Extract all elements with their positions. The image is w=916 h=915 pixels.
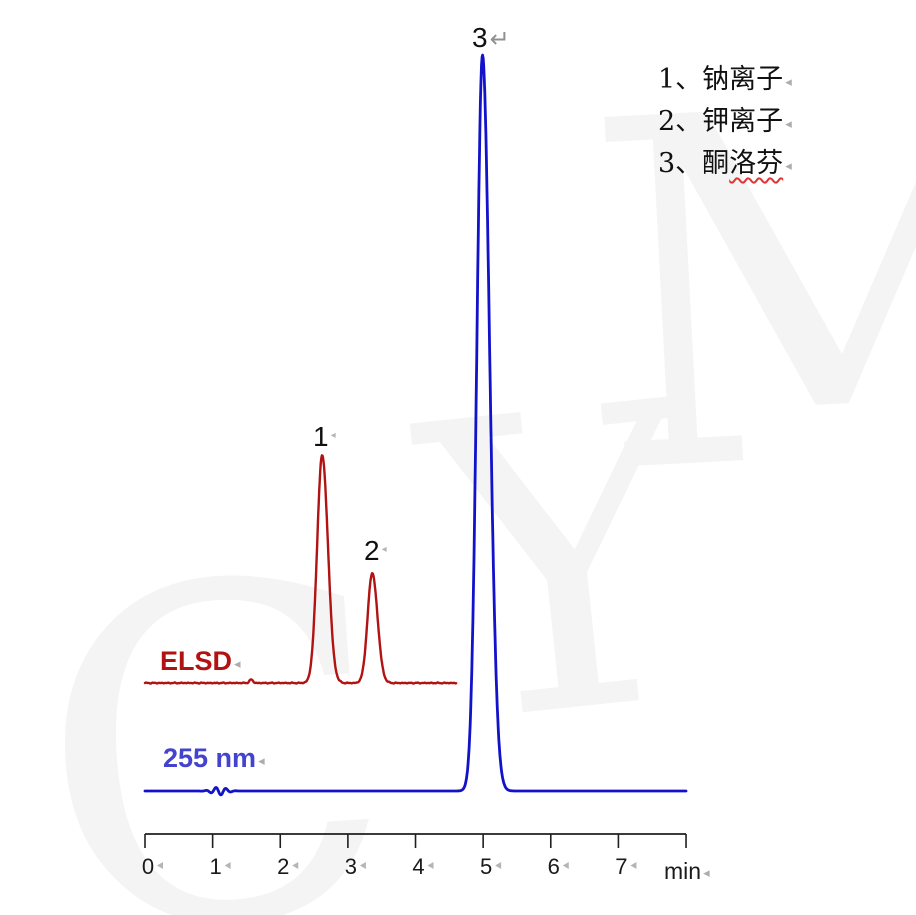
format-mark-icon: ◂ [785,117,792,132]
legend: 1、钠离子 ◂ 2、钾离子 ◂ 3、酮洛芬 ◂ [658,60,792,186]
legend-item-text: 3、酮 [658,148,730,179]
x-axis-tick-label: 0 [142,854,154,879]
elsd-label-text: ELSD [160,646,233,676]
elsd-trace-label: ELSD ◂ [160,646,241,677]
format-mark-icon: ◂ [258,754,265,769]
axis-unit-text: min [664,858,702,884]
axis-unit-label: min ◂ [664,858,710,885]
format-mark-icon [630,862,637,869]
uv-label-text: 255 nm [163,743,257,773]
x-axis-tick-label: 5 [480,854,492,879]
legend-item-1: 1、钠离子 ◂ [658,60,792,102]
x-axis-tick-label: 3 [345,854,357,879]
x-axis-tick-label: 7 [615,854,627,879]
x-axis-tick-label: 1 [210,854,222,879]
uv-trace [143,53,688,797]
uv-trace-label: 255 nm ◂ [163,743,265,774]
elsd-trace [143,454,458,685]
format-mark-icon: ◂ [703,866,710,881]
peak-label-2: 2 ◂ [364,535,387,567]
format-mark-icon [495,862,502,869]
legend-item-2: 2、钾离子 ◂ [658,102,792,144]
peak-label-1: 1 ◂ [313,421,336,453]
legend-item-3: 3、酮洛芬 ◂ [658,144,792,186]
format-mark-icon: ◂ [785,159,792,174]
peak-label-3: 3↵ [472,22,510,54]
x-axis-tick-label: 6 [548,854,560,879]
format-mark-icon [157,862,163,869]
format-mark-icon [427,862,434,869]
x-axis-tick-label: 2 [277,854,289,879]
legend-item-text: 1、钠离子 [658,64,784,95]
format-mark-icon: ◂ [785,75,792,90]
legend-item-text-misspelled: 洛芬 [729,148,784,179]
legend-item-text: 2、钾离子 [658,106,784,137]
format-mark-icon [292,862,299,869]
peak-number: 2 [364,535,380,566]
format-mark-icon: ◂ [381,544,387,555]
format-mark-icon [562,862,569,869]
peak-number: 3 [472,22,488,53]
format-mark-icon [224,862,231,869]
format-mark-icon [359,862,366,869]
peak-number: 1 [313,421,329,452]
x-axis-tick-label: 4 [412,854,424,879]
paragraph-mark-icon: ↵ [489,26,510,53]
format-mark-icon: ◂ [330,430,336,441]
format-mark-icon: ◂ [234,657,241,672]
